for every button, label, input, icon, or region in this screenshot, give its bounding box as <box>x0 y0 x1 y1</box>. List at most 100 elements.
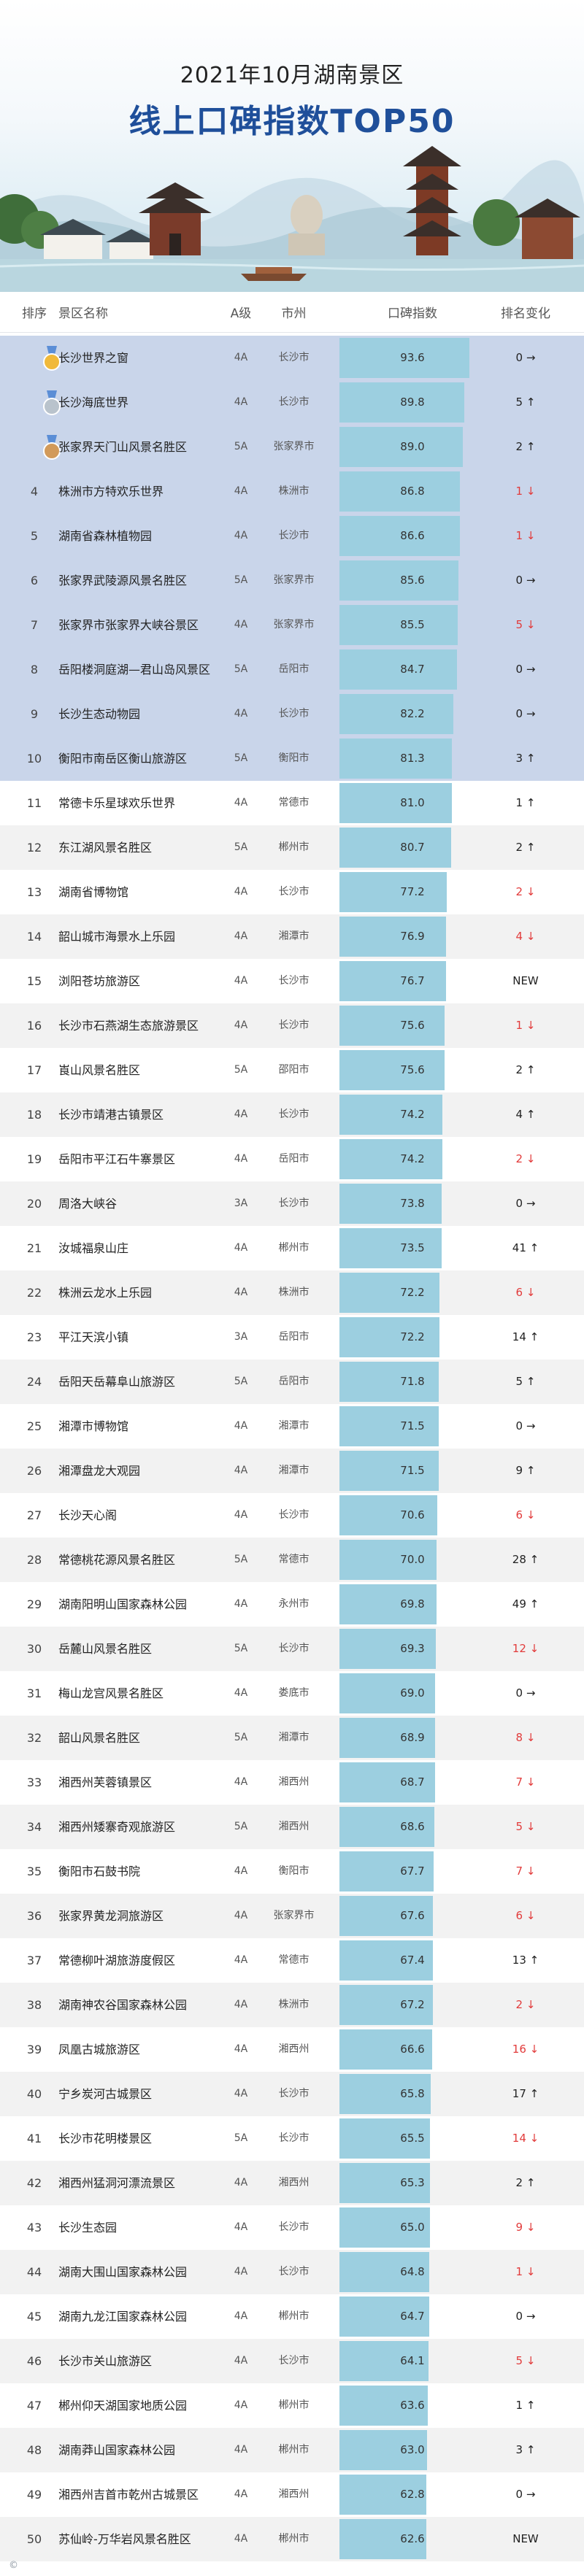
table-row: 6 张家界武陵源风景名胜区 5A 张家界市 85.6 0 → <box>0 558 584 603</box>
value-bar <box>339 2297 429 2337</box>
value-bar <box>339 1807 435 1847</box>
table-row: 20 周洛大峡谷 3A 长沙市 73.8 0 → <box>0 1181 584 1226</box>
grade-label: 5A <box>234 574 248 586</box>
rank-number: 15 <box>26 974 42 988</box>
rank-number: 16 <box>26 1019 42 1033</box>
scenic-name: 梅山龙宫风景名胜区 <box>58 1686 164 1700</box>
rank-change: 5 ↓ <box>515 1820 536 1833</box>
scenic-name: 常德柳叶湖旅游度假区 <box>58 1954 176 1967</box>
footer: © <box>0 2554 584 2576</box>
grade-label: 5A <box>234 1064 248 1076</box>
scenic-name: 岳麓山风景名胜区 <box>58 1642 153 1656</box>
city-label: 湘西州 <box>278 2488 310 2500</box>
rank-number: 17 <box>26 1063 42 1077</box>
rank-number: 42 <box>26 2176 42 2190</box>
rank-medal-icon <box>18 425 61 469</box>
city-label: 衡阳市 <box>278 752 310 764</box>
grade-label: 4A <box>234 396 248 408</box>
value-label: 62.8 <box>400 2488 425 2501</box>
value-label: 64.7 <box>400 2310 425 2323</box>
rank-number: 43 <box>26 2221 42 2234</box>
scenic-name: 湖南神农谷国家森林公园 <box>58 1998 188 2012</box>
city-label: 永州市 <box>278 1598 310 1610</box>
rank-change: 7 ↓ <box>515 1864 536 1878</box>
value-bar <box>339 1540 437 1580</box>
rank-change: 4 ↑ <box>515 1108 536 1121</box>
col-value-header: 口碑指数 <box>388 306 437 321</box>
rank-change: 1 ↓ <box>515 1019 536 1032</box>
grade-label: 4A <box>234 619 248 630</box>
value-bar <box>339 2341 429 2381</box>
value-label: 70.0 <box>400 1553 425 1566</box>
scenic-name: 湖南莽山国家森林公园 <box>58 2443 176 2457</box>
rank-number: 23 <box>26 1330 42 1344</box>
rank-number: 13 <box>26 885 42 899</box>
scenic-name: 岳阳楼洞庭湖—君山岛风景区 <box>58 663 211 676</box>
grade-label: 5A <box>234 2132 248 2144</box>
scenic-name: 衡阳市石鼓书院 <box>58 1864 141 1878</box>
rank-number: 5 <box>30 529 39 543</box>
scenic-name: 周洛大峡谷 <box>58 1197 118 1211</box>
rank-change: 2 ↑ <box>515 841 536 854</box>
city-label: 郴州市 <box>278 2399 310 2411</box>
rank-number: 38 <box>26 1998 42 2012</box>
grade-label: 5A <box>234 1376 248 1387</box>
grade-label: 4A <box>234 2043 248 2055</box>
table-header: 排序 景区名称 A级 市州 口碑指数 排名变化 <box>0 296 584 333</box>
col-change-header: 排名变化 <box>501 306 550 321</box>
rank-change: 2 ↓ <box>515 1998 536 2011</box>
col-city-header: 市州 <box>281 306 307 321</box>
value-label: 75.6 <box>400 1019 425 1032</box>
rank-number: 12 <box>26 841 42 855</box>
rank-number: 20 <box>26 1197 42 1211</box>
scenic-name: 长沙世界之窗 <box>58 351 129 365</box>
value-bar <box>339 739 453 779</box>
table-row: 14 韶山城市海景水上乐园 4A 湘潭市 76.9 4 ↓ <box>0 914 584 959</box>
value-label: 74.2 <box>400 1108 425 1121</box>
rank-change: 6 ↓ <box>515 1286 536 1299</box>
rank-number: 8 <box>30 663 39 676</box>
rank-number: 50 <box>26 2532 42 2546</box>
rank-change: 1 ↑ <box>515 796 536 809</box>
rank-change: 12 ↓ <box>512 1642 539 1655</box>
rank-number: 6 <box>30 574 39 587</box>
rank-number: 47 <box>26 2399 42 2413</box>
table-row: 37 常德柳叶湖旅游度假区 4A 常德市 67.4 13 ↑ <box>0 1938 584 1983</box>
table-row: 11 常德卡乐星球欢乐世界 4A 常德市 81.0 1 ↑ <box>0 781 584 825</box>
scenic-name: 常德桃花源风景名胜区 <box>58 1553 176 1567</box>
value-bar <box>339 2475 427 2515</box>
table-row: 12 东江湖风景名胜区 5A 郴州市 80.7 2 ↑ <box>0 825 584 870</box>
grade-label: 4A <box>234 1153 248 1165</box>
city-label: 长沙市 <box>278 886 310 898</box>
value-bar <box>339 783 452 823</box>
city-label: 郴州市 <box>278 2444 310 2456</box>
rank-change: 14 ↑ <box>512 1330 539 1343</box>
value-bar <box>339 2207 430 2248</box>
value-label: 71.5 <box>400 1419 425 1432</box>
rank-number: 31 <box>26 1686 42 1700</box>
grade-label: 4A <box>234 530 248 541</box>
value-bar <box>339 1050 445 1090</box>
value-label: 86.8 <box>400 485 425 498</box>
scenic-name: 郴州仰天湖国家地质公园 <box>58 2399 188 2413</box>
grade-label: 4A <box>234 1999 248 2010</box>
value-label: 69.0 <box>400 1686 425 1700</box>
value-label: 82.2 <box>400 707 425 720</box>
city-label: 常德市 <box>278 797 310 809</box>
table-row: 44 湖南大围山国家森林公园 4A 长沙市 64.8 1 ↓ <box>0 2250 584 2294</box>
rank-change: 2 ↑ <box>515 2176 536 2189</box>
value-bar <box>339 1317 440 1357</box>
value-bar <box>339 2430 427 2470</box>
col-rank-header: 排序 <box>22 306 47 321</box>
rank-change: 0 → <box>515 1197 536 1210</box>
city-label: 岳阳市 <box>278 1376 310 1387</box>
grade-label: 4A <box>234 1465 248 1476</box>
grade-label: 4A <box>234 2310 248 2322</box>
value-label: 68.9 <box>400 1731 425 1744</box>
grade-label: 4A <box>234 1019 248 1031</box>
scenic-name: 湖南阳明山国家森林公园 <box>58 1597 188 1611</box>
city-label: 长沙市 <box>278 1019 310 1031</box>
value-bar <box>339 1718 435 1758</box>
city-label: 湘西州 <box>278 2043 310 2055</box>
city-label: 株洲市 <box>278 485 310 497</box>
